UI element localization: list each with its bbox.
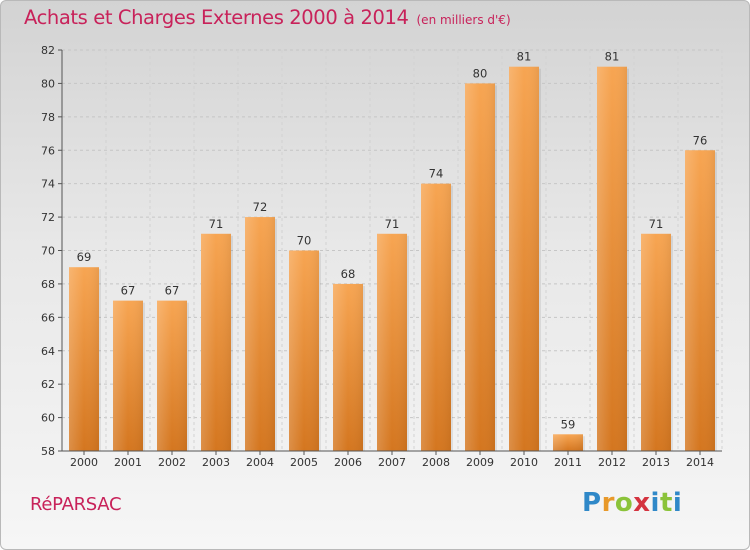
bar-highlight xyxy=(289,250,319,451)
x-tick-label: 2006 xyxy=(334,456,362,469)
x-tick-label: 2004 xyxy=(246,456,274,469)
bar-value-label: 69 xyxy=(77,250,92,264)
y-tick-label: 68 xyxy=(41,278,55,291)
y-tick-label: 78 xyxy=(41,111,55,124)
proxiti-logo: Proxiti xyxy=(582,488,683,518)
bar-highlight xyxy=(685,150,715,451)
y-tick-label: 60 xyxy=(41,412,55,425)
x-tick-label: 2005 xyxy=(290,456,318,469)
x-tick-label: 2009 xyxy=(466,456,494,469)
y-tick-label: 74 xyxy=(41,178,55,191)
bar-highlight xyxy=(377,233,407,451)
bar-value-label: 71 xyxy=(385,217,400,231)
chart-title-text: Achats et Charges Externes 2000 à 2014 xyxy=(24,6,409,29)
bar-highlight xyxy=(597,66,627,451)
bar-highlight xyxy=(641,233,671,451)
y-tick-label: 64 xyxy=(41,345,55,358)
bar-highlight xyxy=(509,66,539,451)
x-tick-label: 2013 xyxy=(642,456,670,469)
bar-value-label: 81 xyxy=(605,50,620,64)
bar-highlight xyxy=(113,300,143,451)
chart-title: Achats et Charges Externes 2000 à 2014 (e… xyxy=(24,6,511,29)
y-tick-label: 66 xyxy=(41,311,55,324)
bar-value-label: 59 xyxy=(561,417,576,431)
bar-highlight xyxy=(201,233,231,451)
bar-value-label: 67 xyxy=(121,284,136,298)
x-tick-label: 2008 xyxy=(422,456,450,469)
bar-value-label: 80 xyxy=(473,66,488,80)
bar-value-label: 70 xyxy=(297,234,312,248)
y-tick-label: 80 xyxy=(41,77,55,90)
x-tick-label: 2003 xyxy=(202,456,230,469)
bar-value-label: 76 xyxy=(693,133,708,147)
bar-value-label: 81 xyxy=(517,50,532,64)
chart-subtitle: (en milliers d'€) xyxy=(416,13,511,27)
bar-value-label: 71 xyxy=(209,217,224,231)
y-tick-label: 62 xyxy=(41,378,55,391)
x-tick-label: 2012 xyxy=(598,456,626,469)
y-tick-label: 72 xyxy=(41,211,55,224)
bar-highlight xyxy=(157,300,187,451)
x-tick-label: 2011 xyxy=(554,456,582,469)
bar-highlight xyxy=(333,283,363,451)
bar-highlight xyxy=(553,434,583,451)
commune-name: RéPARSAC xyxy=(30,494,122,515)
y-tick-label: 76 xyxy=(41,144,55,157)
bar-highlight xyxy=(465,83,495,452)
bar-highlight xyxy=(69,267,99,451)
y-tick-label: 82 xyxy=(41,44,55,57)
bar-highlight xyxy=(245,217,275,451)
y-tick-label: 70 xyxy=(41,245,55,258)
x-tick-label: 2002 xyxy=(158,456,186,469)
x-tick-label: 2007 xyxy=(378,456,406,469)
x-tick-label: 2001 xyxy=(114,456,142,469)
bar-value-label: 74 xyxy=(429,167,444,181)
x-tick-label: 2010 xyxy=(510,456,538,469)
bar-value-label: 67 xyxy=(165,284,180,298)
bar-highlight xyxy=(421,183,451,451)
x-tick-label: 2014 xyxy=(686,456,714,469)
y-tick-label: 58 xyxy=(41,445,55,458)
bar-value-label: 71 xyxy=(649,217,664,231)
bar-value-label: 72 xyxy=(253,200,268,214)
bar-value-label: 68 xyxy=(341,267,356,281)
x-tick-label: 2000 xyxy=(70,456,98,469)
